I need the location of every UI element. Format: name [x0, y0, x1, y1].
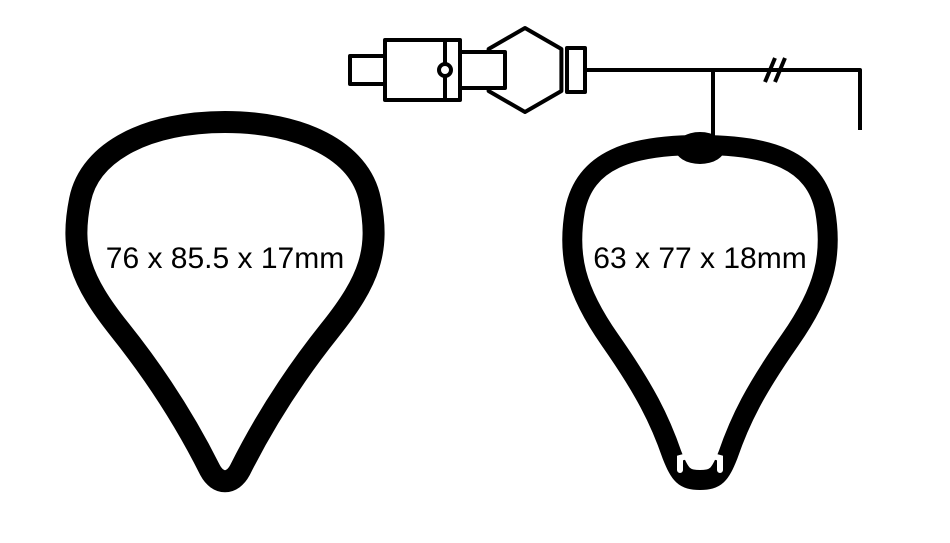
left-pad-outline — [76, 122, 373, 481]
sensor-wire — [713, 70, 860, 143]
sensor-collar — [567, 48, 585, 92]
sensor-barrel — [460, 52, 505, 88]
wear-sensor-connector — [350, 28, 860, 143]
brake-pad-diagram: 76 x 85.5 x 17mm 63 x 77 x 18mm — [0, 0, 950, 543]
right-pad-top-notch — [675, 132, 725, 164]
left-pad: 76 x 85.5 x 17mm — [76, 122, 373, 481]
sensor-plug-tip — [350, 56, 385, 84]
right-pad-label: 63 x 77 x 18mm — [593, 242, 806, 275]
right-pad: 63 x 77 x 18mm — [572, 132, 828, 480]
left-pad-label: 76 x 85.5 x 17mm — [106, 242, 344, 275]
right-pad-outline — [572, 145, 828, 480]
sensor-detail-circle — [439, 64, 451, 76]
